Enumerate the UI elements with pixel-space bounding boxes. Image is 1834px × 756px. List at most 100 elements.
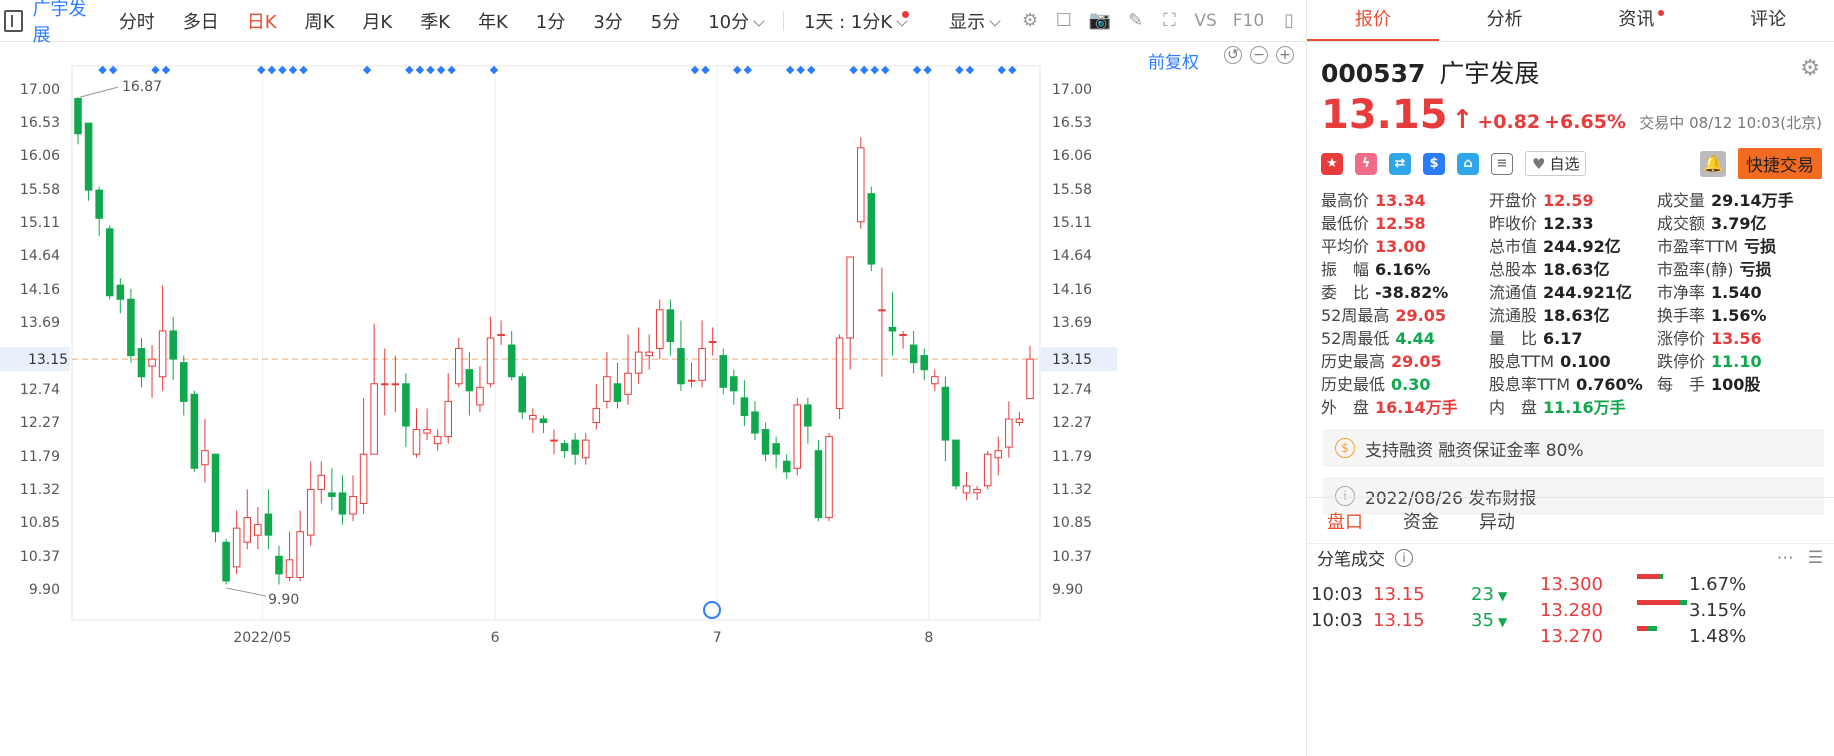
event-marker-icon[interactable] <box>267 65 277 75</box>
event-marker-icon[interactable] <box>807 65 816 75</box>
tab-10min[interactable]: 10分 <box>694 8 777 34</box>
y-tick-label-right: 11.79 <box>1052 449 1092 465</box>
low-annotation: 9.90 <box>268 592 299 608</box>
event-marker-icon[interactable] <box>108 65 118 75</box>
event-marker-icon[interactable] <box>278 65 287 75</box>
candle-down <box>677 348 685 385</box>
event-marker-icon[interactable] <box>785 65 795 75</box>
event-marker-icon[interactable] <box>690 65 700 75</box>
event-marker-icon[interactable] <box>299 65 308 75</box>
event-marker-icon[interactable] <box>98 65 107 75</box>
tag-icon[interactable]: ⌂ <box>1457 152 1479 175</box>
camera-icon[interactable]: 📷 <box>1088 10 1111 31</box>
event-marker-icon[interactable] <box>151 65 160 75</box>
depth-bar-red <box>1637 600 1679 605</box>
stat-label: 股息TTM <box>1489 352 1555 371</box>
tab-quote[interactable]: 报价 <box>1307 0 1439 41</box>
event-marker-icon[interactable] <box>955 65 964 75</box>
event-marker-icon[interactable] <box>923 65 932 75</box>
fullscreen-icon[interactable]: ⛶ <box>1163 10 1176 31</box>
adjust-mode-button[interactable]: 前复权 <box>1148 53 1199 73</box>
event-marker-icon[interactable] <box>849 65 858 75</box>
kline-chart[interactable]: 17.00 17.00 16.53 16.53 16.06 16.06 15.58 15.58… <box>0 42 1306 756</box>
zoom-in-icon[interactable]: + <box>1276 46 1294 64</box>
tab-multiday[interactable]: 多日 <box>182 11 219 33</box>
event-circle-icon[interactable] <box>703 601 721 619</box>
more-icon[interactable]: ⋯ <box>1776 547 1794 568</box>
tab-1min[interactable]: 1分 <box>535 11 566 33</box>
event-marker-icon[interactable] <box>859 65 869 75</box>
chevron-down-icon <box>753 14 765 27</box>
event-marker-icon[interactable] <box>1008 65 1017 75</box>
panel-toggle-icon[interactable]: ▯ <box>1284 10 1295 31</box>
y-tick-label-left: 15.58 <box>20 182 60 198</box>
candle-down <box>804 404 812 427</box>
checkbox-dropdown-icon[interactable]: ☐ <box>1055 10 1072 31</box>
bell-icon[interactable]: 🔔 <box>1700 150 1726 177</box>
event-marker-icon[interactable] <box>405 65 414 75</box>
add-watchlist-button[interactable]: ♥ 自选 <box>1525 151 1587 176</box>
intraday-period-select[interactable]: 1天 : 1分K <box>790 8 927 34</box>
dollar-icon[interactable]: $ <box>1423 152 1445 175</box>
tab-comments[interactable]: 评论 <box>1750 9 1787 30</box>
list-icon[interactable]: ☰ <box>1807 547 1823 568</box>
tab-analysis[interactable]: 分析 <box>1486 9 1523 30</box>
kline-chart-area[interactable]: 17.00 17.00 16.53 16.53 16.06 16.06 15.58 15.58… <box>0 42 1306 756</box>
tab-quarterly-k[interactable]: 季K <box>420 11 451 33</box>
tab-daily-k[interactable]: 日K <box>246 11 277 33</box>
stat-label: 外 盘 <box>1321 398 1370 417</box>
tab-3min[interactable]: 3分 <box>593 11 623 33</box>
event-marker-icon[interactable] <box>912 65 922 75</box>
tab-yearly-k[interactable]: 年K <box>478 11 508 33</box>
zoom-out-icon[interactable]: − <box>1250 46 1268 64</box>
document-icon[interactable]: ≡ <box>1491 152 1513 175</box>
candle-down <box>179 362 188 402</box>
tab-movements[interactable]: 异动 <box>1479 511 1515 533</box>
event-marker-icon[interactable] <box>436 65 446 75</box>
event-marker-icon[interactable] <box>965 65 975 75</box>
y-tick-label-left: 16.53 <box>20 115 60 131</box>
candle-up <box>846 256 854 339</box>
f10-button[interactable]: F10 <box>1232 10 1265 31</box>
fast-trade-button[interactable]: 快捷交易 <box>1738 148 1822 179</box>
tab-5min[interactable]: 5分 <box>650 11 681 33</box>
margin-notice[interactable]: $ 支持融资 融资保证金率 80% <box>1323 429 1824 467</box>
event-marker-icon[interactable] <box>362 65 372 75</box>
display-menu[interactable]: 显示 <box>927 8 1013 34</box>
event-marker-icon[interactable] <box>701 65 710 75</box>
tick-list[interactable]: 10:03 13.15 23 ▼ 10:03 13.15 35 ▼ 13.300 1.67% 13.… <box>1307 572 1834 756</box>
reset-zoom-icon[interactable]: ↺ <box>1224 46 1242 64</box>
event-marker-icon[interactable] <box>743 65 753 75</box>
event-marker-icon[interactable] <box>161 65 171 75</box>
earnings-notice[interactable]: i 2022/08/26 发布财报 <box>1323 477 1824 515</box>
event-marker-icon[interactable] <box>288 65 298 75</box>
stat-label: 涨停价 <box>1657 329 1706 348</box>
tab-monthly-k[interactable]: 月K <box>362 11 393 33</box>
event-marker-icon[interactable] <box>447 65 456 75</box>
event-marker-icon[interactable] <box>997 65 1006 75</box>
settings-icon[interactable]: ⚙ <box>1800 56 1820 81</box>
sidebar-toggle-icon[interactable] <box>4 9 23 32</box>
tab-funds[interactable]: 资金 <box>1403 511 1439 533</box>
event-marker-icon[interactable] <box>489 65 499 75</box>
event-marker-icon[interactable] <box>796 65 805 75</box>
settings-icon[interactable]: ⚙ <box>1022 10 1039 31</box>
tab-news[interactable]: 资讯 <box>1571 0 1703 41</box>
tab-intraday[interactable]: 分时 <box>118 11 155 33</box>
event-marker-icon[interactable] <box>257 65 266 75</box>
vs-compare-button[interactable]: VS <box>1194 10 1217 31</box>
pencil-icon[interactable]: ✎ <box>1128 10 1144 31</box>
stat-label: 最高价 <box>1321 191 1370 210</box>
event-marker-icon[interactable] <box>881 65 890 75</box>
toolbar-stock-name[interactable]: 广宇发展 <box>32 0 87 46</box>
current-price-tag-left <box>0 347 70 372</box>
event-marker-icon[interactable] <box>426 65 435 75</box>
tab-orderbook[interactable]: 盘口 <box>1327 511 1363 533</box>
event-marker-icon[interactable] <box>733 65 742 75</box>
shuffle-icon[interactable]: ⇄ <box>1389 152 1411 175</box>
info-icon[interactable]: i <box>1395 548 1413 567</box>
event-marker-icon[interactable] <box>870 65 879 75</box>
lightning-icon[interactable]: ϟ <box>1355 152 1377 175</box>
tab-weekly-k[interactable]: 周K <box>304 11 335 33</box>
event-marker-icon[interactable] <box>415 65 425 75</box>
